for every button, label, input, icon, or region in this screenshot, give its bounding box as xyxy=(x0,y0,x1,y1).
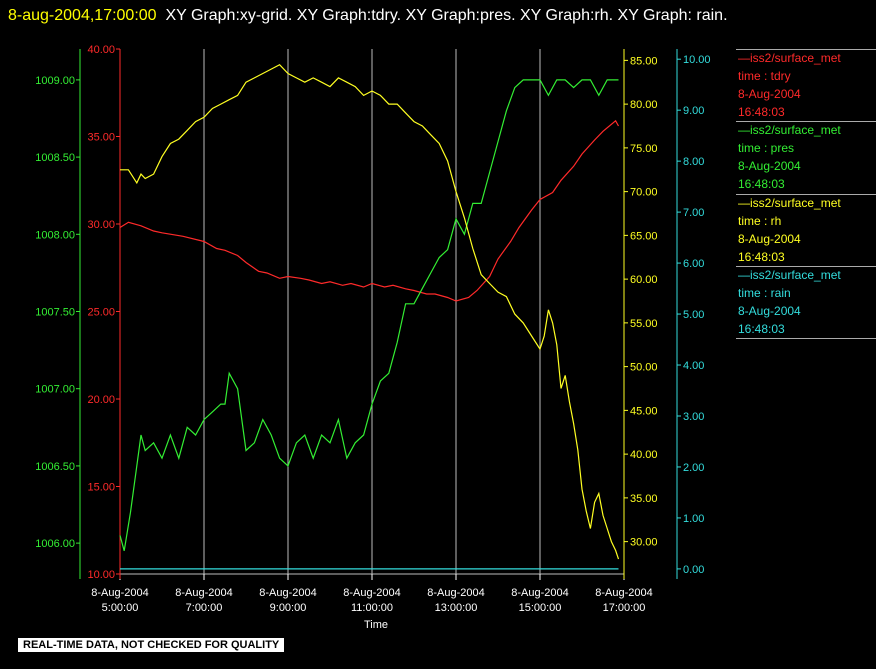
x-axis-label: Time xyxy=(364,619,389,631)
x-tick-date: 8-Aug-2004 xyxy=(595,587,653,599)
legend-tdry-field: time : tdry xyxy=(738,69,791,83)
x-tick-time: 5:00:00 xyxy=(102,602,139,614)
legend-pres-date: 8-Aug-2004 xyxy=(738,159,801,173)
tdry-tick-label: 15.00 xyxy=(87,482,115,494)
legend-divider xyxy=(736,338,876,339)
series-line-pres xyxy=(119,79,619,551)
x-tick-date: 8-Aug-2004 xyxy=(343,587,401,599)
tdry-tick-label: 25.00 xyxy=(87,307,115,319)
legend-tdry-source: —iss2/surface_met xyxy=(738,51,841,65)
title-timestamp: 8-aug-2004,17:00:00 xyxy=(8,7,157,24)
legend-rh-field: time : rh xyxy=(738,214,782,228)
pres-tick-label: 1006.00 xyxy=(35,538,75,550)
tdry-tick-label: 40.00 xyxy=(87,44,115,56)
rh-tick-label: 80.00 xyxy=(630,99,658,111)
rain-tick-label: 9.00 xyxy=(683,105,704,117)
x-tick-date: 8-Aug-2004 xyxy=(511,587,569,599)
legend-pres-source: —iss2/surface_met xyxy=(738,123,841,137)
legend-pres-field: time : pres xyxy=(738,141,795,155)
rain-tick-label: 1.00 xyxy=(683,513,704,525)
pres-tick-label: 1008.50 xyxy=(35,152,75,164)
rh-tick-label: 40.00 xyxy=(630,449,658,461)
rain-tick-label: 2.00 xyxy=(683,462,704,474)
rh-tick-label: 55.00 xyxy=(630,318,658,330)
rain-tick-label: 7.00 xyxy=(683,207,704,219)
rh-tick-label: 65.00 xyxy=(630,230,658,242)
rh-tick-label: 30.00 xyxy=(630,537,658,549)
legend-rain-time: 16:48:03 xyxy=(738,322,785,336)
legend-rain-source: —iss2/surface_met xyxy=(738,268,841,282)
rain-tick-label: 5.00 xyxy=(683,309,704,321)
series-line-tdry xyxy=(119,119,620,302)
x-tick-date: 8-Aug-2004 xyxy=(259,587,317,599)
x-tick-time: 11:00:00 xyxy=(351,602,393,614)
x-tick-time: 15:00:00 xyxy=(519,602,562,614)
rh-tick-label: 70.00 xyxy=(630,187,658,199)
legend-rain-date: 8-Aug-2004 xyxy=(738,304,801,318)
rh-tick-label: 85.00 xyxy=(630,55,658,67)
rh-tick-label: 60.00 xyxy=(630,274,658,286)
legend-rh-date: 8-Aug-2004 xyxy=(738,232,801,246)
legend-tdry-time: 16:48:03 xyxy=(738,105,785,119)
pres-tick-label: 1009.00 xyxy=(35,75,75,87)
legend-divider xyxy=(736,121,876,122)
x-tick-time: 17:00:00 xyxy=(603,602,646,614)
legend-rain-field: time : rain xyxy=(738,286,791,300)
rain-tick-label: 3.00 xyxy=(683,411,704,423)
x-tick-time: 9:00:00 xyxy=(270,602,307,614)
tdry-tick-label: 10.00 xyxy=(87,569,115,581)
title-graphs: XY Graph:xy-grid. XY Graph:tdry. XY Grap… xyxy=(165,7,728,24)
rain-tick-label: 4.00 xyxy=(683,360,704,372)
rain-tick-label: 0.00 xyxy=(683,564,704,576)
x-tick-date: 8-Aug-2004 xyxy=(427,587,485,599)
pres-tick-label: 1006.50 xyxy=(35,461,75,473)
rain-tick-label: 6.00 xyxy=(683,258,704,270)
rain-tick-label: 8.00 xyxy=(683,156,704,168)
x-tick-time: 7:00:00 xyxy=(186,602,223,614)
rh-tick-label: 75.00 xyxy=(630,143,658,155)
legend-divider xyxy=(736,194,876,195)
legend-rh-source: —iss2/surface_met xyxy=(738,196,841,210)
rh-tick-label: 45.00 xyxy=(630,405,658,417)
tdry-tick-label: 35.00 xyxy=(87,132,115,144)
legend-tdry-date: 8-Aug-2004 xyxy=(738,87,801,101)
pres-tick-label: 1007.00 xyxy=(35,384,75,396)
x-tick-time: 13:00:00 xyxy=(435,602,478,614)
legend-pres-time: 16:48:03 xyxy=(738,177,785,191)
chart-title: 8-aug-2004,17:00:00 XY Graph:xy-grid. XY… xyxy=(8,2,868,30)
tdry-tick-label: 20.00 xyxy=(87,394,115,406)
rh-tick-label: 50.00 xyxy=(630,362,658,374)
rh-tick-label: 35.00 xyxy=(630,493,658,505)
x-tick-date: 8-Aug-2004 xyxy=(175,587,233,599)
x-tick-date: 8-Aug-2004 xyxy=(91,587,149,599)
legend-divider xyxy=(736,266,876,267)
series-line-rh xyxy=(120,63,620,560)
legend-divider xyxy=(736,49,876,50)
rain-tick-label: 10.00 xyxy=(683,54,711,66)
pres-tick-label: 1007.50 xyxy=(35,307,75,319)
quality-notice: REAL-TIME DATA, NOT CHECKED FOR QUALITY xyxy=(18,638,285,652)
pres-tick-label: 1008.00 xyxy=(35,229,75,241)
tdry-tick-label: 30.00 xyxy=(87,219,115,231)
legend-rh-time: 16:48:03 xyxy=(738,250,785,264)
